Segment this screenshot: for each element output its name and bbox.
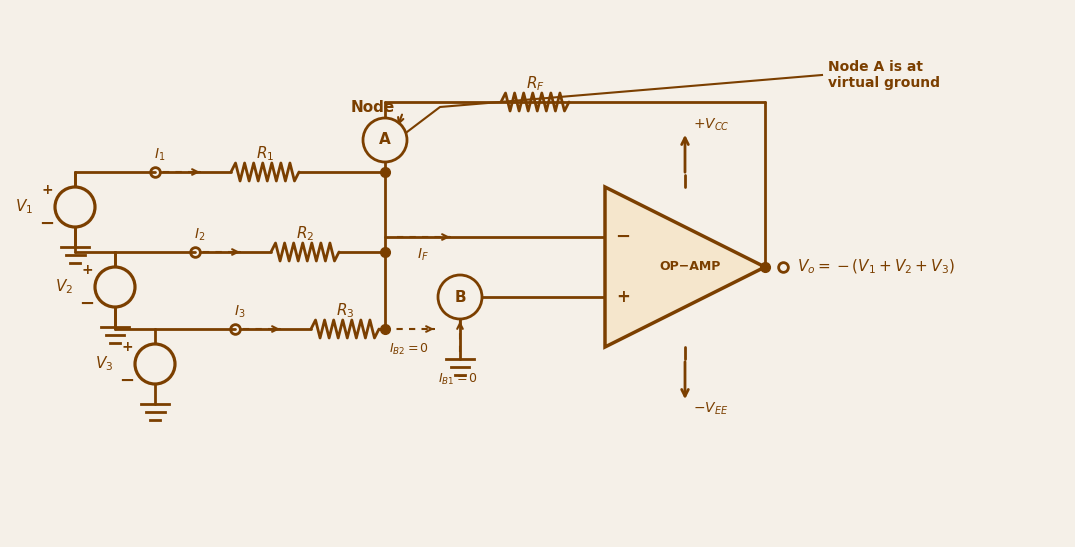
- Circle shape: [135, 344, 175, 384]
- Text: A: A: [379, 132, 391, 148]
- Circle shape: [95, 267, 135, 307]
- Text: $I_{B2} = 0$: $I_{B2} = 0$: [389, 341, 429, 357]
- Text: −: −: [119, 372, 134, 390]
- Text: $V_1$: $V_1$: [15, 197, 33, 217]
- Text: $V_o = -(V_1 + V_2 + V_3)$: $V_o = -(V_1 + V_2 + V_3)$: [797, 258, 955, 276]
- Text: $R_2$: $R_2$: [296, 225, 314, 243]
- Text: $I_3$: $I_3$: [234, 304, 246, 320]
- Text: $V_2$: $V_2$: [55, 278, 73, 296]
- Text: $R_F$: $R_F$: [526, 74, 544, 94]
- Text: $R_1$: $R_1$: [256, 144, 274, 164]
- Text: $+V_{CC}$: $+V_{CC}$: [693, 117, 730, 133]
- Circle shape: [55, 187, 95, 227]
- Circle shape: [438, 275, 482, 319]
- Text: +: +: [41, 183, 53, 197]
- Circle shape: [363, 118, 407, 162]
- Text: B: B: [454, 289, 465, 305]
- Text: $I_F$: $I_F$: [417, 247, 429, 263]
- Text: −: −: [615, 228, 631, 246]
- Text: Node: Node: [350, 101, 396, 115]
- Text: OP−AMP: OP−AMP: [659, 260, 720, 274]
- Text: $-V_{EE}$: $-V_{EE}$: [693, 401, 729, 417]
- Text: $R_3$: $R_3$: [335, 301, 355, 321]
- Text: $I_1$: $I_1$: [155, 147, 166, 163]
- Text: $V_3$: $V_3$: [95, 354, 113, 374]
- Text: −: −: [80, 295, 95, 313]
- Text: $I_2$: $I_2$: [195, 227, 205, 243]
- Text: $I_{B1} = 0$: $I_{B1} = 0$: [438, 371, 478, 387]
- Text: +: +: [82, 263, 92, 277]
- Text: +: +: [121, 340, 133, 354]
- Text: +: +: [616, 288, 630, 306]
- Polygon shape: [605, 187, 765, 347]
- Text: −: −: [40, 215, 55, 233]
- Text: Node A is at
virtual ground: Node A is at virtual ground: [828, 60, 940, 90]
